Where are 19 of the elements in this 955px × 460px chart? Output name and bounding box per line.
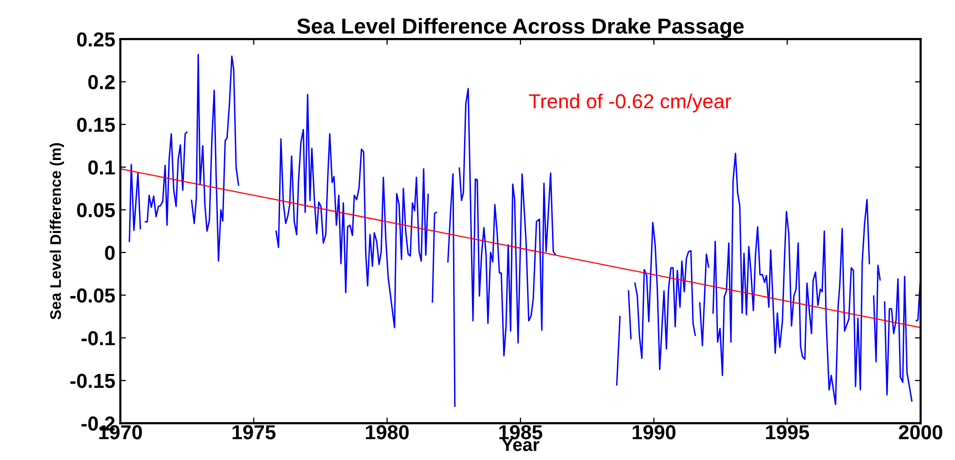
y-axis-title: Sea Level Difference (m) xyxy=(50,143,64,320)
y-tick-label: 0 xyxy=(105,246,115,260)
y-tick-label: 0.2 xyxy=(88,75,115,90)
y-tick-label: -0.05 xyxy=(70,288,115,303)
x-tick-label: 1990 xyxy=(632,425,676,440)
x-tick-label: 1995 xyxy=(766,425,810,440)
x-tick-label: 1985 xyxy=(499,425,542,440)
x-tick-label: 2000 xyxy=(898,425,942,440)
chart-title: Sea Level Difference Across Drake Passage xyxy=(297,18,744,38)
y-tick-label: -0.1 xyxy=(82,331,115,346)
x-tick-label: 1975 xyxy=(232,425,276,440)
x-axis-title: Year xyxy=(502,438,540,452)
y-tick-label: 0.05 xyxy=(77,203,115,218)
y-tick-label: -0.15 xyxy=(70,374,115,388)
y-tick-label: 0.25 xyxy=(77,32,115,47)
y-tick-label: 0.1 xyxy=(88,160,115,175)
y-tick-label: 0.15 xyxy=(77,118,115,132)
x-tick-label: 1980 xyxy=(366,425,409,440)
annotation: Trend of -0.62 cm/year xyxy=(528,94,732,112)
